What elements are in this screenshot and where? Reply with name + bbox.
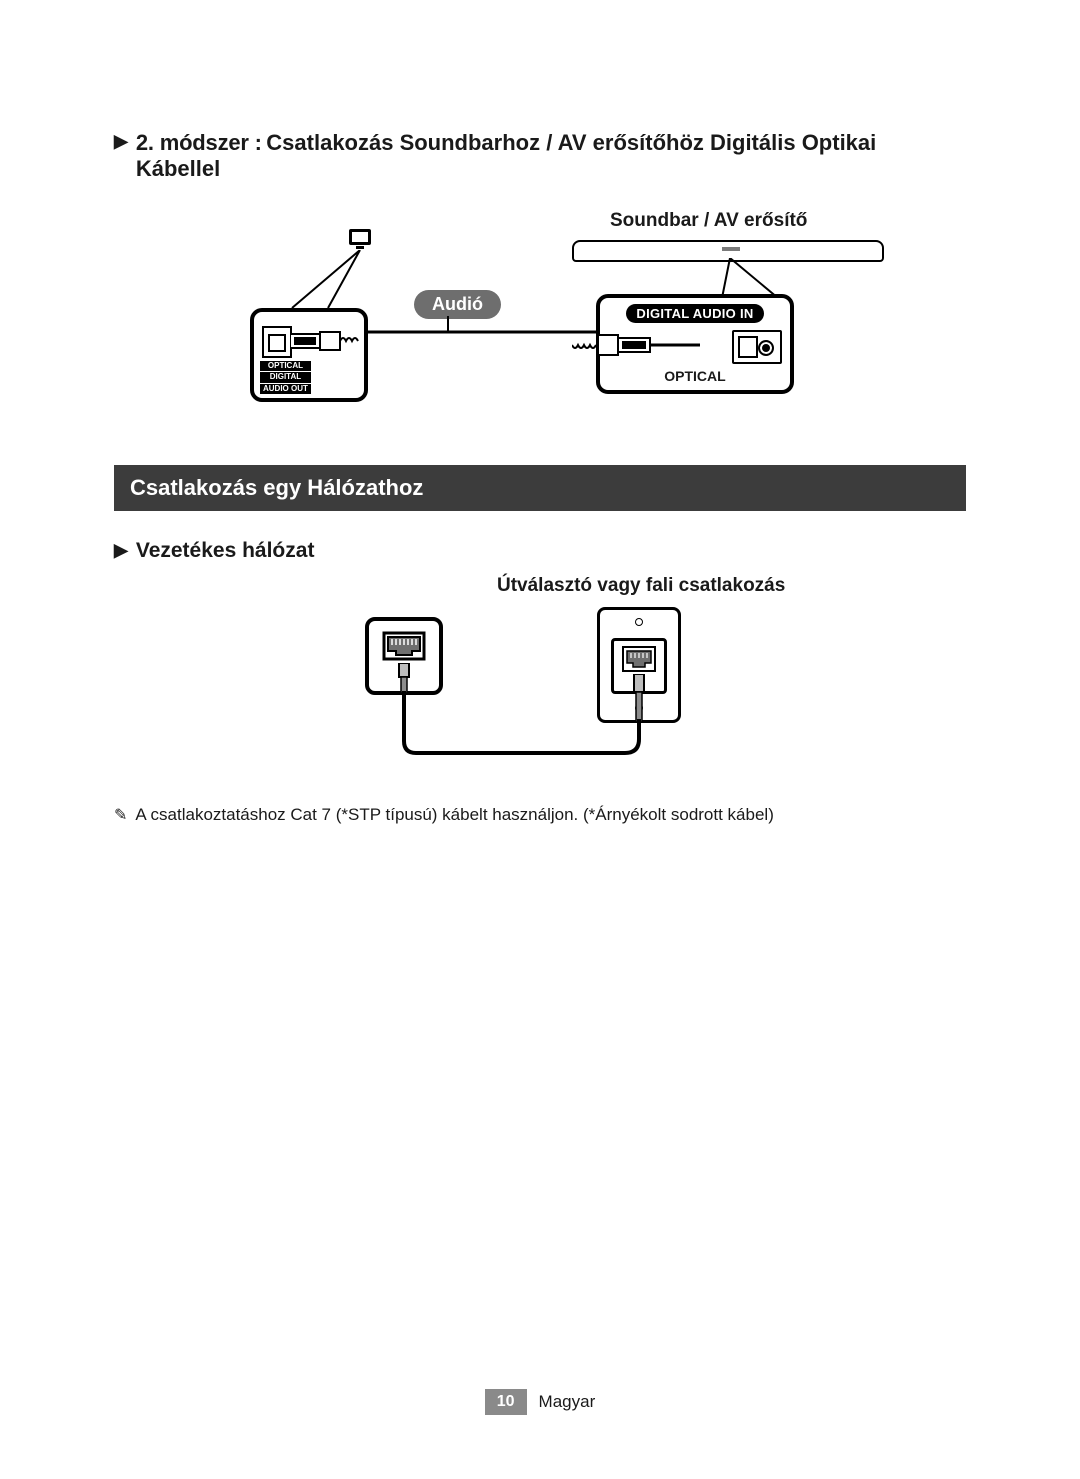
wired-network-title: Vezetékes hálózat	[136, 539, 315, 563]
manual-page: ▶ 2. módszer : Csatlakozás Soundbarhoz /…	[0, 0, 1080, 1479]
note-icon: ✎	[114, 805, 127, 827]
tv-optical-out-box: OPTICAL DIGITAL AUDIO OUT	[250, 308, 368, 402]
tv-icon	[348, 228, 372, 250]
optical-plug-left	[290, 330, 362, 352]
screw-icon	[635, 618, 643, 626]
page-footer: 10 Magyar	[0, 1389, 1080, 1415]
device-lan-port	[365, 617, 443, 695]
note-text: A csatlakoztatáshoz Cat 7 (*STP típusú) …	[135, 805, 773, 827]
optical-out-tag: OPTICAL DIGITAL AUDIO OUT	[260, 360, 311, 394]
method2-label: 2. módszer :	[136, 130, 262, 155]
page-language: Magyar	[539, 1392, 596, 1412]
optical-jack-icon	[732, 330, 782, 364]
tv-optical-port-icon	[262, 326, 292, 358]
page-number: 10	[485, 1389, 527, 1415]
ethernet-cable	[385, 691, 655, 761]
network-section-title: Csatlakozás egy Hálózathoz	[114, 465, 966, 511]
method2-heading: ▶ 2. módszer : Csatlakozás Soundbarhoz /…	[114, 130, 966, 182]
play-marker-icon: ▶	[114, 130, 128, 153]
soundbar-label: Soundbar / AV erősítő	[610, 210, 807, 232]
rj45-icon	[382, 631, 426, 661]
optical-in-label: OPTICAL	[600, 368, 790, 384]
play-marker-icon: ▶	[114, 539, 128, 562]
optical-tag-line3: AUDIO OUT	[260, 384, 311, 394]
callout-line-tv	[282, 250, 372, 310]
soundbar-optical-in-box: DIGITAL AUDIO IN OPTICAL	[596, 294, 794, 394]
rj45-icon	[622, 646, 656, 672]
optical-connection-diagram: Soundbar / AV erősítő Audió	[200, 210, 880, 425]
cable-stub-left	[395, 663, 413, 693]
optical-tag-line1: OPTICAL	[260, 361, 311, 371]
digital-audio-in-badge: DIGITAL AUDIO IN	[626, 304, 763, 323]
wired-network-diagram: Útválasztó vagy fali csatlakozás	[325, 581, 755, 781]
optical-tag-line2: DIGITAL	[260, 372, 311, 382]
router-wall-label: Útválasztó vagy fali csatlakozás	[497, 575, 785, 597]
cat7-note: ✎ A csatlakoztatáshoz Cat 7 (*STP típusú…	[114, 805, 966, 827]
optical-plug-right	[572, 332, 732, 358]
wired-network-heading: ▶ Vezetékes hálózat	[114, 539, 966, 563]
